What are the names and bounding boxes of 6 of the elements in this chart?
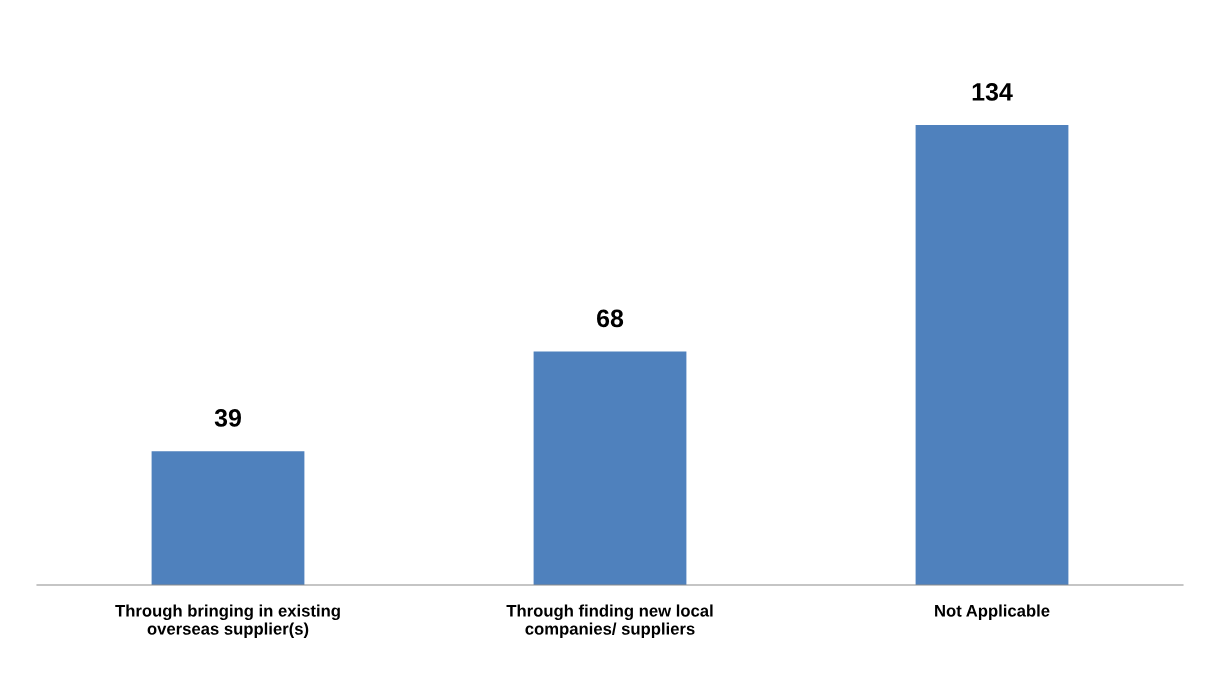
data-label: 134 (972, 83, 1013, 101)
x-tick-label: Not Applicable (935, 604, 1050, 620)
data-label: 39 (214, 409, 241, 427)
data-label: 68 (597, 309, 624, 328)
x-tick-label: Through bringing in existing overseas supplier(s) (115, 604, 340, 639)
x-tick-label: Through finding new local companies/ suppliers (506, 604, 713, 639)
